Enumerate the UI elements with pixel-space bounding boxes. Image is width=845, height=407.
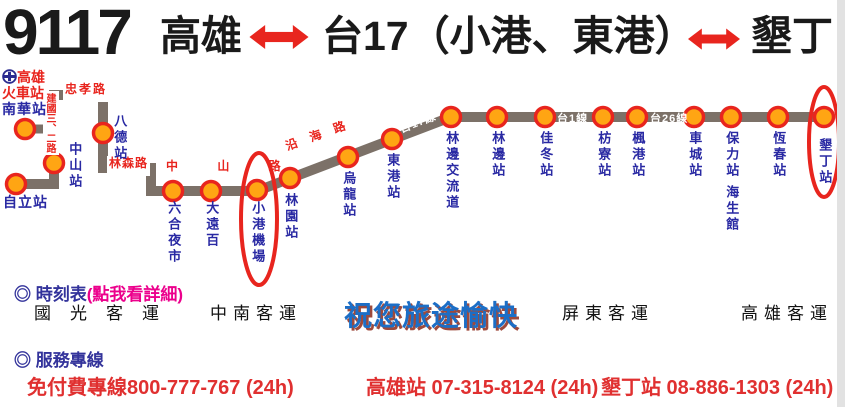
station-dot: [533, 105, 557, 129]
station-label: 小港機場: [250, 201, 266, 265]
station-dot: [485, 105, 509, 129]
operator-pingtung: 屏東客運: [562, 304, 654, 323]
service-label: 服務專線: [35, 351, 104, 370]
station-dot: [13, 117, 37, 141]
double-arrow-icon: [688, 28, 740, 50]
operator-kuokuang: 國光客運: [34, 304, 178, 323]
station-label: 墾丁站: [817, 138, 833, 186]
station-dot: [199, 179, 223, 203]
bullseye-icon: ◎: [14, 285, 31, 304]
timetable-heading: ◎ 時刻表(點我看詳細): [14, 280, 183, 305]
station-dot: [812, 105, 836, 129]
terminal-rail-line1: 高雄: [2, 69, 47, 85]
phone-tollfree: 免付費專線800-777-767 (24h): [27, 377, 294, 399]
highway-label-tai1: 台1線: [557, 113, 589, 125]
station-dot: [278, 166, 302, 190]
station-label: 楓港站: [630, 131, 646, 179]
station-label: 保力站: [724, 131, 740, 179]
terminal-rail-line2: 火車站: [2, 85, 44, 101]
station-dot: [245, 178, 269, 202]
station-dot: [766, 105, 790, 129]
station-dot: [591, 105, 615, 129]
blessing-text: 祝您旅途愉快: [344, 300, 519, 331]
road-label-linsen: 林森路: [107, 156, 151, 177]
station-dot: [91, 121, 115, 145]
title-origin: 高雄: [160, 13, 242, 59]
station-label: 烏龍站: [341, 171, 357, 219]
station-label: 林邊站: [490, 131, 506, 179]
station-dot: [380, 127, 404, 151]
page-edge-strip: [837, 0, 845, 407]
station-dot: [439, 105, 463, 129]
station-label: 南華站: [2, 101, 47, 117]
station-label: 海生館: [724, 185, 740, 233]
station-label: 佳冬站: [538, 131, 554, 179]
station-label: 林邊交流道: [444, 131, 460, 211]
timetable-details-link[interactable]: (點我看詳細): [86, 285, 184, 304]
double-arrow-icon: [249, 25, 309, 49]
station-dot: [336, 145, 360, 169]
station-label: 大遠百: [204, 201, 220, 249]
route-line: [16, 90, 824, 196]
station-label: 林園站: [283, 193, 299, 241]
station-label: 自立站: [3, 194, 48, 210]
station-label: 恆春站: [771, 131, 787, 179]
bullseye-icon: ◎: [14, 351, 31, 370]
station-label: 枋寮站: [596, 131, 612, 179]
station-dot: [161, 179, 185, 203]
title-via: 台17（小港、東港）: [322, 13, 696, 59]
station-label: 六合夜市: [166, 201, 182, 265]
road-label-jianguo: 建國三、二路: [43, 91, 59, 155]
station-label: 東港站: [385, 153, 401, 201]
phone-kenting: 墾丁站 08-886-1303 (24h): [601, 377, 834, 399]
station-dot: [42, 151, 66, 175]
station-label: 八德站: [112, 114, 128, 162]
title-destination: 墾丁: [751, 13, 833, 59]
road-label-zhongxiao: 忠孝路: [63, 82, 110, 103]
station-label: 中山站: [67, 142, 83, 190]
station-dot: [625, 105, 649, 129]
operator-chungnan: 中南客運: [210, 304, 302, 323]
train-logo-icon: [2, 69, 17, 84]
road-label-zhongshan: 中 山 路: [166, 159, 299, 173]
station-dot: [4, 172, 28, 196]
station-dot: [682, 105, 706, 129]
terminal-block: 高雄 火車站 南華站: [2, 69, 47, 117]
station-dot: [719, 105, 743, 129]
timetable-label: 時刻表: [35, 285, 87, 304]
phone-kaohsiung: 高雄站 07-315-8124 (24h): [366, 377, 599, 399]
station-label: 車城站: [687, 131, 703, 179]
route-number: 9117: [3, 0, 133, 68]
operator-kaohsiung: 高雄客運: [741, 304, 833, 323]
service-heading: ◎ 服務專線: [14, 346, 104, 371]
highway-label-tai26: 台26線: [650, 113, 689, 125]
